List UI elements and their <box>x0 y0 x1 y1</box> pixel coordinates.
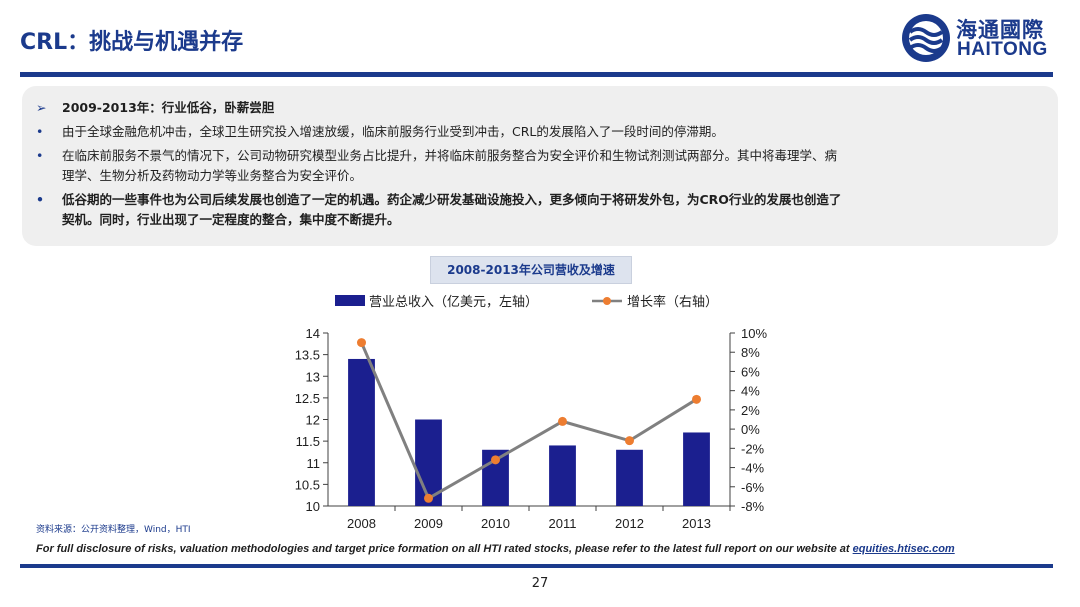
dot-bullet-icon: • <box>36 124 44 139</box>
haitong-logo: 海通國際 HAITONG <box>900 10 1060 66</box>
website-link[interactable]: equities.htisec.com <box>852 543 955 555</box>
summary-bullet: • 低谷期的一些事件也为公司后续发展也创造了一定的机遇。药企减少研发基础设施投入，… <box>36 190 841 210</box>
arrow-bullet-icon: ➢ <box>36 100 47 115</box>
right-tick-label: -2% <box>741 441 765 456</box>
left-tick-label: 13.5 <box>295 348 320 363</box>
growth-rate-line <box>360 342 698 501</box>
dot-bullet-icon: • <box>36 148 44 163</box>
summary-bullet: • 由于全球金融危机冲击，全球卫生研究投入增速放缓，临床前服务行业受到冲击，CRL… <box>36 122 724 142</box>
dot-bullet-icon: • <box>36 192 44 207</box>
growth-rate-point <box>625 436 634 446</box>
growth-rate-point <box>357 338 366 348</box>
x-tick-label: 2013 <box>682 516 711 528</box>
right-tick-label: -6% <box>741 480 765 495</box>
page-number: 27 <box>531 576 549 591</box>
growth-rate-point <box>558 416 567 426</box>
header-divider <box>20 72 1053 77</box>
logo-text-cn: 海通國際 <box>956 18 1044 42</box>
left-tick-label: 12 <box>306 413 320 428</box>
x-tick-label: 2010 <box>481 516 510 528</box>
page-title: CRL：挑战与机遇并存 <box>20 30 244 55</box>
growth-rate-point <box>424 493 433 503</box>
x-tick-label: 2009 <box>414 516 443 528</box>
footer-divider <box>20 564 1053 568</box>
right-tick-label: 4% <box>741 384 760 399</box>
revenue-bar <box>348 358 375 506</box>
legend-marker-growth <box>603 297 611 305</box>
right-tick-label: 8% <box>741 345 760 360</box>
revenue-growth-chart: 营业总收入（亿美元，左轴） 增长率（右轴） 10 10.5 11 11.5 12 12.5 13… <box>295 294 768 528</box>
legend-swatch-revenue <box>335 295 365 306</box>
summary-box: ➢ 2009-2013年：行业低谷，卧薪尝胆 • 由于全球金融危机冲击，全球卫生研究… <box>22 86 1058 246</box>
growth-rate-point <box>692 394 701 404</box>
legend-label-growth: 增长率（右轴） <box>627 294 718 309</box>
left-tick-label: 11.5 <box>296 434 320 449</box>
left-tick-label: 13 <box>306 369 320 384</box>
right-tick-label: -8% <box>741 499 765 514</box>
left-tick-label: 14 <box>306 326 320 341</box>
revenue-bar <box>549 445 576 506</box>
revenue-bar <box>616 449 643 506</box>
left-tick-label: 10 <box>306 499 320 514</box>
x-tick-label: 2008 <box>347 516 376 528</box>
right-tick-label: 2% <box>741 403 760 418</box>
legend-label-revenue: 营业总收入（亿美元，左轴） <box>369 294 538 309</box>
source-note: 资料来源：公开资料整理，Wind，HTI <box>36 525 191 535</box>
summary-bullet: • 在临床前服务不景气的情况下，公司动物研究模型业务占比提升，并将临床前服务整合为… <box>36 146 837 166</box>
right-tick-label: -4% <box>741 461 765 476</box>
right-tick-label: 0% <box>741 422 760 437</box>
right-tick-label: 10% <box>741 326 767 341</box>
right-tick-label: 6% <box>741 364 760 379</box>
left-tick-label: 12.5 <box>295 391 320 406</box>
summary-heading: ➢ 2009-2013年：行业低谷，卧薪尝胆 <box>36 98 274 118</box>
chart-title: 2008-2013年公司营收及增速 <box>430 256 632 284</box>
growth-rate-point <box>491 455 500 465</box>
x-tick-label: 2011 <box>549 516 577 528</box>
left-tick-label: 10.5 <box>295 477 320 492</box>
x-tick-label: 2012 <box>615 516 644 528</box>
summary-bullet-continuation: 契机。同时，行业出现了一定程度的整合，集中度不断提升。 <box>62 212 400 227</box>
disclaimer: For full disclosure of risks, valuation … <box>36 543 955 555</box>
logo-text-en: HAITONG <box>957 39 1048 60</box>
left-tick-label: 11 <box>307 456 321 471</box>
revenue-bar <box>683 432 710 506</box>
summary-bullet-continuation: 理学、生物分析及药物动力学等业务整合为安全评价。 <box>62 168 363 183</box>
haitong-emblem-icon <box>902 14 950 62</box>
